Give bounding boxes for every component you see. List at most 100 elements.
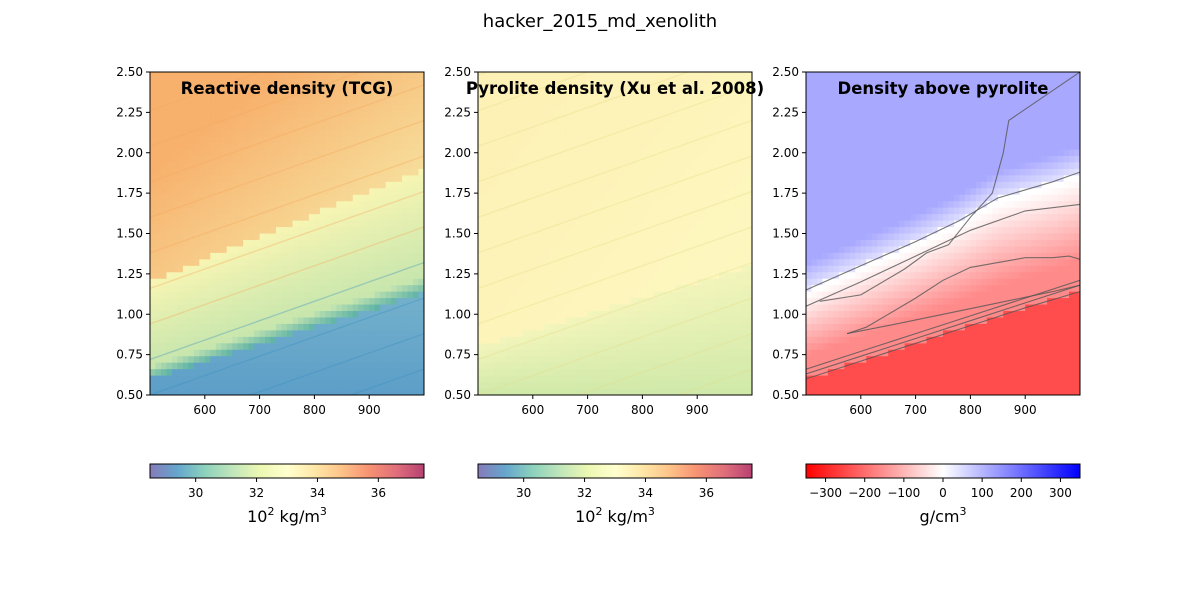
y-tick-label: 0.50 xyxy=(116,388,143,402)
contour-line xyxy=(676,368,752,395)
contour-line xyxy=(150,190,424,290)
y-tick-label: 2.25 xyxy=(116,105,143,119)
contour-line xyxy=(150,72,363,147)
panel-title: Pyrolite density (Xu et al. 2008) xyxy=(466,79,764,98)
contour-line xyxy=(150,0,424,4)
x-tick-label: 700 xyxy=(248,403,271,417)
contour-line xyxy=(478,72,590,112)
colorbar-gradient xyxy=(149,463,425,479)
x-tick-label: 700 xyxy=(904,403,927,417)
x-tick-label: 900 xyxy=(686,403,709,417)
colorbar-tick-label: 300 xyxy=(1049,486,1072,500)
contour-line xyxy=(819,72,1080,302)
y-tick-label: 1.50 xyxy=(116,227,143,241)
contour-line xyxy=(348,368,424,395)
colorbar-label: g/cm3 xyxy=(920,505,967,526)
y-tick-label: 2.00 xyxy=(444,146,471,160)
colorbar-label: 102 kg/m3 xyxy=(575,505,655,526)
colorbar-label: 102 kg/m3 xyxy=(247,505,327,526)
colorbar-tick-label: 0 xyxy=(939,486,947,500)
contour-line xyxy=(150,261,424,361)
panel-2: Pyrolite density (Xu et al. 2008) 600 700 8… xyxy=(444,0,764,526)
colorbar-tick-label: 34 xyxy=(310,486,325,500)
heatmap-field xyxy=(478,0,752,395)
y-tick-label: 0.75 xyxy=(772,348,799,362)
y-tick-label: 2.25 xyxy=(444,105,471,119)
panel-3: Density above pyrolite 600 700 800 900 0.50 0.… xyxy=(772,65,1081,526)
contour-line xyxy=(150,155,424,254)
colorbar-gradient xyxy=(805,463,1081,479)
panel-title: Reactive density (TCG) xyxy=(181,79,394,98)
colorbar: −300 −200 −100 0 100 200 300 g/cm3 xyxy=(805,463,1081,526)
y-tick-label: 1.75 xyxy=(772,186,799,200)
contour-line xyxy=(150,0,424,40)
y-tick-label: 1.00 xyxy=(772,307,799,321)
y-tick-label: 1.25 xyxy=(772,267,799,281)
contour-line xyxy=(478,261,752,361)
x-tick-label: 600 xyxy=(193,403,216,417)
contour-line xyxy=(478,155,752,254)
y-tick-label: 2.50 xyxy=(444,65,471,79)
contour-line xyxy=(478,72,691,147)
y-tick-label: 2.25 xyxy=(772,105,799,119)
colorbar-tick-label: 36 xyxy=(371,486,386,500)
contour-line xyxy=(806,171,1080,291)
contour-line xyxy=(478,190,752,290)
y-tick-label: 0.50 xyxy=(772,388,799,402)
y-tick-label: 0.50 xyxy=(444,388,471,402)
contour-line xyxy=(248,332,424,395)
contour-line xyxy=(150,119,424,218)
figure-title: hacker_2015_md_xenolith xyxy=(483,11,717,32)
contour-line xyxy=(478,226,752,325)
colorbar-tick-label: 36 xyxy=(699,486,714,500)
contour-line xyxy=(478,0,752,4)
contour-line xyxy=(150,72,262,112)
colorbar-tick-label: 30 xyxy=(188,486,203,500)
contour-line xyxy=(806,291,1080,380)
y-tick-label: 2.00 xyxy=(772,146,799,160)
colorbar-tick-label: 100 xyxy=(971,486,994,500)
y-tick-label: 1.50 xyxy=(772,227,799,241)
contour-line xyxy=(806,284,1080,375)
contour-line xyxy=(150,297,424,395)
contour-line xyxy=(846,255,1080,335)
contour-line xyxy=(150,72,162,76)
colorbar: 30 32 34 36 102 kg/m3 xyxy=(149,463,425,526)
y-tick-label: 2.50 xyxy=(772,65,799,79)
contour-line xyxy=(806,203,1080,307)
heatmap-field xyxy=(806,72,1080,395)
field-contours xyxy=(150,0,424,395)
colorbar-tick-label: 32 xyxy=(249,486,264,500)
contour-line xyxy=(478,119,752,218)
x-tick-label: 600 xyxy=(849,403,872,417)
y-tick-label: 0.75 xyxy=(444,348,471,362)
y-tick-label: 2.50 xyxy=(116,65,143,79)
colorbar-tick-label: 30 xyxy=(516,486,531,500)
colorbar-tick-label: 34 xyxy=(638,486,653,500)
x-tick-label: 900 xyxy=(358,403,381,417)
field-contours xyxy=(478,0,752,395)
x-tick-label: 800 xyxy=(631,403,654,417)
x-tick-label: 700 xyxy=(576,403,599,417)
x-tick-label: 800 xyxy=(959,403,982,417)
x-tick-label: 600 xyxy=(521,403,544,417)
y-tick-label: 2.00 xyxy=(116,146,143,160)
x-tick-label: 800 xyxy=(303,403,326,417)
colorbar-tick-label: −300 xyxy=(809,486,842,500)
colorbar-tick-label: −200 xyxy=(848,486,881,500)
contour-line xyxy=(478,84,752,183)
colorbar-tick-label: 200 xyxy=(1010,486,1033,500)
contour-line xyxy=(150,84,424,183)
y-tick-label: 1.50 xyxy=(444,227,471,241)
heatmap-field xyxy=(150,0,424,395)
y-tick-label: 1.25 xyxy=(444,267,471,281)
colorbar-tick-label: −100 xyxy=(887,486,920,500)
contour-line xyxy=(846,284,1080,335)
y-tick-label: 1.25 xyxy=(116,267,143,281)
panel-1: Reactive density (TCG) 600 700 800 900 0.50 0.… xyxy=(116,0,425,526)
colorbar-gradient xyxy=(477,463,753,479)
contour-line xyxy=(478,297,752,395)
difference-contours xyxy=(806,72,1080,380)
y-tick-label: 1.75 xyxy=(116,186,143,200)
